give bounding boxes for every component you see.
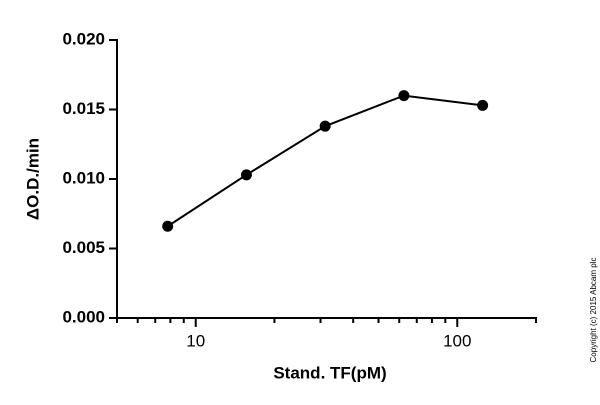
data-point [477, 99, 489, 111]
data-point [240, 169, 252, 181]
y-tick-label: 0.020 [62, 29, 105, 48]
data-point [162, 220, 174, 232]
series-line [167, 94, 483, 228]
y-tick-label: 0.005 [62, 238, 105, 257]
copyright: Copyright (c) 2015 Abcam plc [589, 258, 598, 363]
y-axis-label: ΔO.D./min [23, 138, 42, 220]
x-tick-label: 100 [443, 331, 471, 350]
x-tick-label: 10 [186, 331, 205, 350]
y-tick-label: 0.015 [62, 99, 105, 118]
y-tick-label: 0.010 [62, 168, 105, 187]
y-tick-label: 0.000 [62, 307, 105, 326]
data-point [398, 90, 410, 102]
x-axis-label: Stand. TF(pM) [273, 363, 386, 382]
data-point [319, 120, 331, 132]
